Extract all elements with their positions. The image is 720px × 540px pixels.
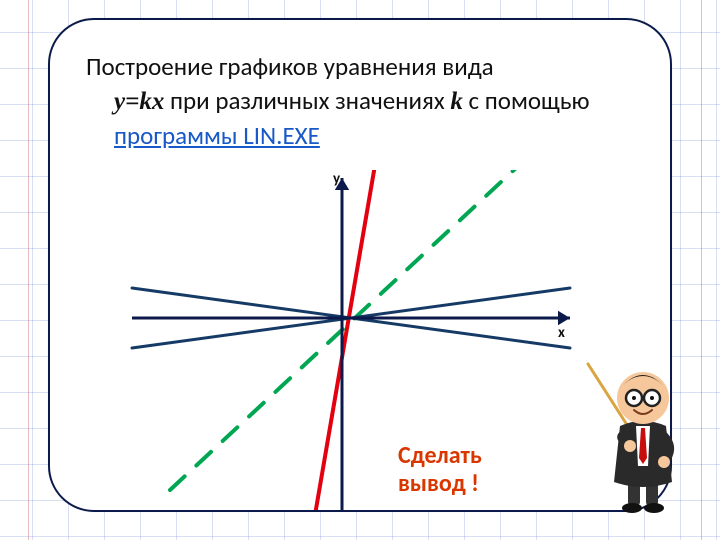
headline-text-2: при различных значениях: [170, 85, 450, 116]
margin-right: [701, 0, 702, 540]
x-axis-label: x: [558, 324, 565, 342]
content-card: Построение графиков уравнения вида y=kx …: [48, 18, 672, 512]
callout-line-1: Сделать: [398, 441, 482, 470]
headline: Построение графиков уравнения вида y=kx …: [86, 50, 634, 152]
chart-area: y x Сделать вывод !: [100, 170, 620, 490]
equation: y=kx: [114, 88, 164, 115]
linear-functions-chart: [100, 170, 620, 510]
headline-text-1: Построение графиков уравнения вида: [86, 51, 494, 82]
headline-text-3: с помощью: [469, 85, 590, 116]
program-link[interactable]: программы LIN.EXE: [114, 120, 320, 151]
y-axis-label: y: [333, 170, 340, 188]
line-red-steep: [315, 170, 375, 510]
teacher-mascot: [580, 346, 700, 516]
margin-left: [28, 0, 29, 540]
k-var: k: [450, 88, 463, 115]
conclusion-callout: Сделать вывод !: [398, 442, 482, 497]
callout-line-2: вывод !: [398, 469, 479, 498]
